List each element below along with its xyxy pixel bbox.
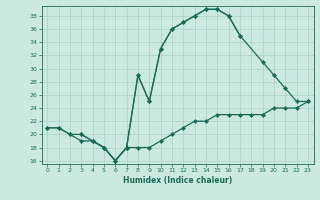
X-axis label: Humidex (Indice chaleur): Humidex (Indice chaleur) (123, 176, 232, 185)
